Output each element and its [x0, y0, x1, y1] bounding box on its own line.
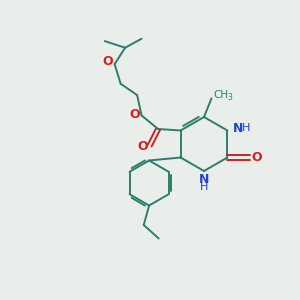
Text: O: O — [103, 55, 113, 68]
Text: H: H — [200, 182, 208, 192]
Text: O: O — [130, 107, 140, 121]
Text: O: O — [138, 140, 148, 154]
Text: N: N — [199, 173, 209, 186]
Text: CH: CH — [214, 90, 229, 100]
Text: N: N — [233, 122, 243, 135]
Text: H: H — [242, 123, 250, 133]
Text: O: O — [251, 151, 262, 164]
Text: 3: 3 — [228, 93, 232, 102]
